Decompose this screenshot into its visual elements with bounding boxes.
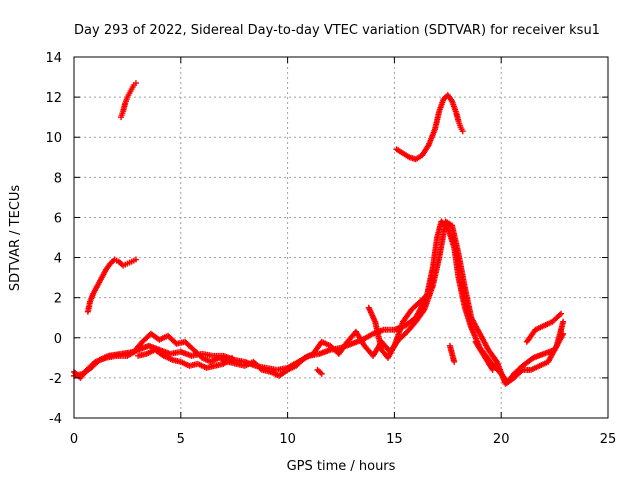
data-point bbox=[132, 80, 139, 87]
plot-frame bbox=[73, 56, 609, 419]
y-tick-label: 8 bbox=[54, 171, 62, 186]
data-point bbox=[489, 366, 496, 373]
y-tick-label: 4 bbox=[54, 252, 62, 267]
y-tick-label: 6 bbox=[54, 211, 62, 226]
data-marks bbox=[71, 80, 567, 387]
x-tick-label: 15 bbox=[386, 432, 403, 447]
y-tick-label: 2 bbox=[54, 292, 62, 307]
y-tick-label: 0 bbox=[54, 332, 62, 347]
x-tick-label: 5 bbox=[177, 432, 185, 447]
x-tick-label: 0 bbox=[70, 432, 78, 447]
grid bbox=[74, 57, 608, 418]
y-tick-label: -4 bbox=[49, 412, 62, 427]
chart-title: Day 293 of 2022, Sidereal Day-to-day VTE… bbox=[74, 23, 600, 38]
data-point bbox=[229, 354, 236, 361]
y-tick-label: -2 bbox=[49, 372, 62, 387]
data-point bbox=[556, 311, 563, 318]
series-arc-9-12 bbox=[393, 92, 466, 163]
series-baseline-c bbox=[135, 290, 565, 377]
x-tick-label: 25 bbox=[600, 432, 617, 447]
data-point bbox=[560, 318, 567, 325]
series-baseline-a bbox=[71, 218, 567, 385]
data-point bbox=[558, 310, 565, 317]
data-point bbox=[424, 291, 431, 298]
data-point bbox=[132, 256, 139, 263]
series-hump-2-4 bbox=[84, 256, 139, 315]
data-point bbox=[518, 368, 525, 375]
y-tick-label: 10 bbox=[45, 131, 62, 146]
data-point bbox=[459, 128, 466, 135]
y-tick-label: 12 bbox=[45, 91, 62, 106]
data-point bbox=[425, 290, 432, 297]
tick-labels: 0 5 10 15 20 25 -4 -2 0 2 4 6 8 10 12 14 bbox=[45, 51, 616, 447]
y-axis-label: SDTVAR / TECUs bbox=[8, 185, 23, 292]
data-point bbox=[318, 370, 325, 377]
series-segment-11-13 bbox=[117, 80, 139, 121]
x-tick-label: 20 bbox=[493, 432, 510, 447]
data-point bbox=[451, 358, 458, 365]
y-tick-label: 14 bbox=[45, 51, 62, 66]
x-axis-label: GPS time / hours bbox=[287, 459, 396, 474]
x-tick-label: 10 bbox=[279, 432, 296, 447]
